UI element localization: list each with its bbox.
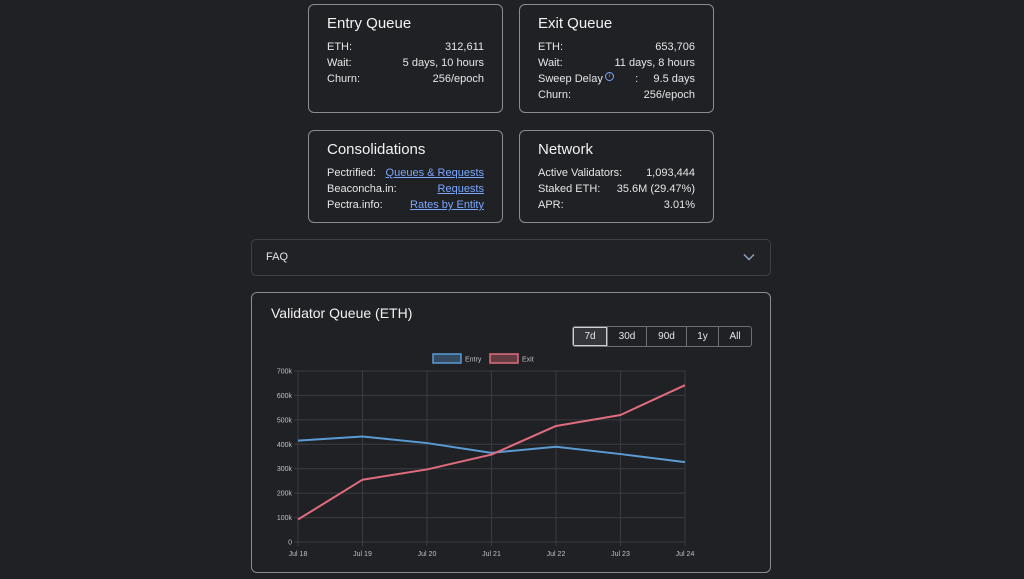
legend-label-exit: Exit [522, 357, 534, 364]
range-all-button[interactable]: All [718, 327, 751, 346]
y-tick-label: 0 [288, 540, 292, 547]
validator-queue-chart-card: Validator Queue (ETH) 7d 30d 90d 1y All … [251, 292, 771, 573]
exit-sweep-row: Sweep Delay i : 9.5 days [538, 72, 695, 89]
entry-churn-value: 256/epoch [432, 73, 484, 85]
x-tick-label: Jul 19 [353, 551, 372, 558]
apr-label: APR: [538, 199, 564, 211]
entry-eth-value: 312,611 [445, 41, 484, 53]
x-tick-label: Jul 22 [547, 551, 566, 558]
exit-sweep-label-wrap: Sweep Delay i [538, 72, 614, 89]
consolidations-title: Consolidations [327, 141, 426, 158]
exit-wait-value: 11 days, 8 hours [614, 57, 695, 69]
chevron-down-icon [743, 254, 755, 261]
x-tick-label: Jul 20 [418, 551, 437, 558]
legend-swatch-exit[interactable] [489, 353, 519, 364]
x-axis-ticks: Jul 18 Jul 19 Jul 20 Jul 21 Jul 22 Jul 23 Jul … [289, 551, 695, 558]
legend-swatch-entry[interactable] [432, 353, 462, 364]
exit-queue-card: Exit Queue ETH: 653,706 Wait: 11 days, 8… [519, 4, 714, 113]
entry-churn-row: Churn: 256/epoch [327, 73, 484, 89]
y-tick-label: 600k [277, 393, 293, 400]
network-card: Network Active Validators: 1,093,444 Sta… [519, 130, 714, 223]
entry-wait-label: Wait: [327, 57, 352, 69]
entry-eth-label: ETH: [327, 41, 353, 53]
pectra-info-label: Pectra.info: [327, 199, 383, 211]
x-tick-label: Jul 21 [482, 551, 501, 558]
legend-label-entry: Entry [465, 357, 482, 364]
requests-link[interactable]: Requests [437, 183, 484, 195]
entry-queue-card: Entry Queue ETH: 312,611 Wait: 5 days, 1… [308, 4, 503, 113]
rates-by-entity-link[interactable]: Rates by Entity [410, 199, 484, 211]
exit-churn-label: Churn: [538, 89, 572, 101]
exit-wait-label: Wait: [538, 57, 563, 69]
exit-eth-value: 653,706 [655, 41, 695, 53]
apr-value: 3.01% [663, 199, 695, 211]
beaconchain-label: Beaconcha.in: [327, 183, 397, 195]
exit-churn-row: Churn: 256/epoch [538, 89, 695, 105]
time-range-group: 7d 30d 90d 1y All [572, 326, 752, 347]
exit-queue-title: Exit Queue [538, 15, 613, 32]
queues-requests-link[interactable]: Queues & Requests [385, 167, 484, 179]
validator-queue-chart: Entry Exit 0100k200k300k400k500k600k700k … [277, 353, 695, 558]
chart-grid [294, 370, 686, 546]
entry-wait-row: Wait: 5 days, 10 hours [327, 57, 484, 73]
beaconchain-row: Beaconcha.in: Requests [327, 183, 484, 199]
range-30d-button[interactable]: 30d [607, 327, 646, 346]
series-line-exit [297, 384, 686, 521]
staked-eth-row: Staked ETH: 35.6M (29.47%) [538, 183, 695, 199]
faq-label: FAQ [266, 251, 289, 263]
pectrified-row: Pectrified: Queues & Requests [327, 167, 484, 183]
y-tick-label: 500k [277, 417, 293, 424]
active-validators-row: Active Validators: 1,093,444 [538, 167, 695, 183]
range-1y-button[interactable]: 1y [686, 327, 718, 346]
range-90d-button[interactable]: 90d [646, 327, 686, 346]
x-tick-label: Jul 23 [611, 551, 630, 558]
entry-queue-title: Entry Queue [327, 15, 412, 32]
series-line-entry [297, 435, 686, 464]
entry-wait-value: 5 days, 10 hours [402, 57, 484, 69]
exit-churn-value: 256/epoch [643, 89, 695, 101]
exit-sweep-label: Sweep Delay [538, 73, 603, 85]
y-tick-label: 100k [277, 515, 293, 522]
exit-wait-row: Wait: 11 days, 8 hours [538, 57, 695, 73]
y-tick-label: 700k [277, 369, 293, 376]
x-tick-label: Jul 24 [676, 551, 695, 558]
y-axis-ticks: 0 100k 200k 300k 400k 500k 600k 700k [277, 369, 293, 547]
entry-eth-row: ETH: 312,611 [327, 41, 484, 57]
chart-series [297, 384, 686, 521]
y-tick-label: 400k [277, 442, 293, 449]
faq-accordion[interactable]: FAQ [251, 239, 771, 276]
x-tick-label: Jul 18 [289, 551, 308, 558]
pectra-info-row: Pectra.info: Rates by Entity [327, 199, 484, 215]
consolidations-card: Consolidations Pectrified: Queues & Requ… [308, 130, 503, 223]
y-tick-label: 200k [277, 491, 293, 498]
staked-eth-label: Staked ETH: [538, 183, 601, 195]
exit-eth-row: ETH: 653,706 [538, 41, 695, 57]
chart-legend: Entry Exit [432, 353, 534, 364]
entry-churn-label: Churn: [327, 73, 361, 85]
staked-eth-value: 35.6M (29.47%) [616, 183, 695, 195]
y-tick-label: 300k [277, 466, 293, 473]
apr-row: APR: 3.01% [538, 199, 695, 215]
pectrified-label: Pectrified: [327, 167, 376, 179]
range-7d-button[interactable]: 7d [573, 327, 607, 346]
active-validators-value: 1,093,444 [646, 167, 695, 179]
active-validators-label: Active Validators: [538, 167, 623, 179]
exit-eth-label: ETH: [538, 41, 564, 53]
exit-sweep-value: : 9.5 days [635, 73, 695, 85]
info-icon[interactable]: i [604, 72, 614, 81]
network-title: Network [538, 141, 594, 158]
chart-title: Validator Queue (ETH) [271, 305, 413, 321]
